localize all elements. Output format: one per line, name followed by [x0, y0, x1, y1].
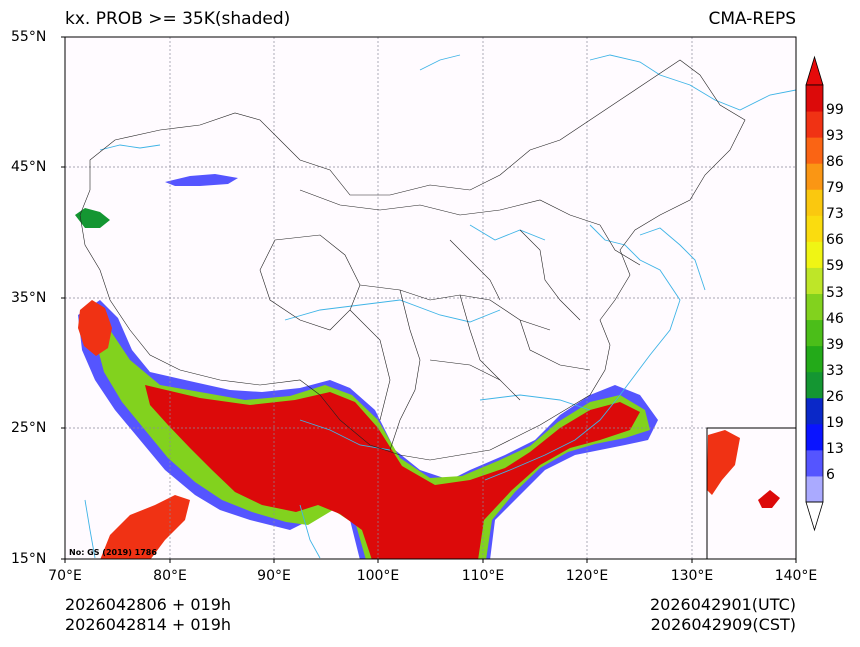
colorbar-level-label: 39 — [826, 336, 844, 353]
lat-tick-25: 25°N — [11, 420, 47, 436]
colorbar-level-label: 93 — [826, 128, 844, 145]
coastlines-rivers — [84, 54, 796, 559]
shade-region-mongolia-strip — [165, 174, 238, 186]
lon-tick-140: 140°E — [774, 568, 818, 584]
colorbar-segment — [806, 215, 823, 242]
lat-tick-35: 35°N — [11, 290, 47, 306]
colorbar-segment — [806, 163, 823, 190]
colorbar-level-label: 79 — [826, 180, 844, 197]
colorbar-frame — [805, 84, 824, 503]
colorbar-segment — [806, 475, 823, 503]
colorbar-level-label: 6 — [826, 466, 835, 483]
colorbar-segment — [806, 85, 823, 112]
graticule — [65, 37, 796, 559]
colorbar-segment — [806, 345, 823, 373]
shade-region-kashmir — [78, 300, 112, 356]
colorbar-level-label: 13 — [826, 440, 844, 457]
colorbar-segment — [806, 189, 823, 216]
chart-title: kx. PROB >= 35K(shaded) — [65, 9, 291, 29]
lat-tick-45: 45°N — [11, 159, 47, 175]
lon-tick-80: 80°E — [153, 568, 187, 584]
admin-boundaries — [79, 59, 746, 461]
colorbar-segment — [806, 449, 823, 477]
shade-region-india — [100, 495, 190, 559]
probability-shading — [75, 174, 780, 559]
colorbar-level-label: 99 — [826, 102, 844, 119]
init-time-cst: 2026042814 + 019h — [65, 615, 232, 634]
shade-region-inset-luzon — [758, 490, 780, 508]
shade-region-inset-taiwan — [707, 430, 740, 495]
lon-tick-120: 120°E — [565, 568, 609, 584]
colorbar-segment — [806, 397, 823, 425]
colorbar-segment — [806, 293, 823, 321]
colorbar-level-label: 19 — [826, 414, 844, 431]
lon-tick-70: 70°E — [48, 568, 82, 584]
colorbar-level-label: 86 — [826, 154, 844, 171]
tick-marks — [61, 36, 797, 563]
lon-tick-110: 110°E — [461, 568, 505, 584]
colorbar-segment — [806, 241, 823, 268]
colorbar-segment — [806, 423, 823, 451]
lon-tick-130: 130°E — [670, 568, 714, 584]
colorbar-segment — [806, 137, 823, 164]
lon-tick-90: 90°E — [257, 568, 291, 584]
colorbar-segment — [806, 267, 823, 294]
colorbar — [805, 55, 824, 532]
colorbar-level-label: 26 — [826, 388, 844, 405]
colorbar-level-label: 53 — [826, 284, 844, 301]
shade-region-southwest-core — [145, 385, 640, 559]
colorbar-segment — [806, 371, 823, 399]
valid-time-cst: 2026042909(CST) — [650, 615, 796, 634]
shade-region-xinjiang — [75, 208, 110, 228]
colorbar-level-label: 33 — [826, 362, 844, 379]
colorbar-level-label: 73 — [826, 206, 844, 223]
map-approval-number: No: GS (2019) 1786 — [69, 548, 157, 557]
lat-tick-55: 55°N — [11, 29, 47, 45]
colorbar-under-arrow — [805, 501, 824, 532]
lat-tick-15: 15°N — [11, 551, 47, 567]
valid-time-utc: 2026042901(UTC) — [650, 595, 796, 614]
colorbar-level-label: 46 — [826, 310, 844, 327]
lon-tick-100: 100°E — [356, 568, 400, 584]
colorbar-over-arrow — [805, 55, 824, 86]
colorbar-level-label: 66 — [826, 232, 844, 249]
colorbar-segment — [806, 111, 823, 138]
colorbar-level-label: 59 — [826, 258, 844, 275]
model-name: CMA-REPS — [708, 9, 796, 29]
colorbar-segment — [806, 319, 823, 347]
init-time-utc: 2026042806 + 019h — [65, 595, 232, 614]
